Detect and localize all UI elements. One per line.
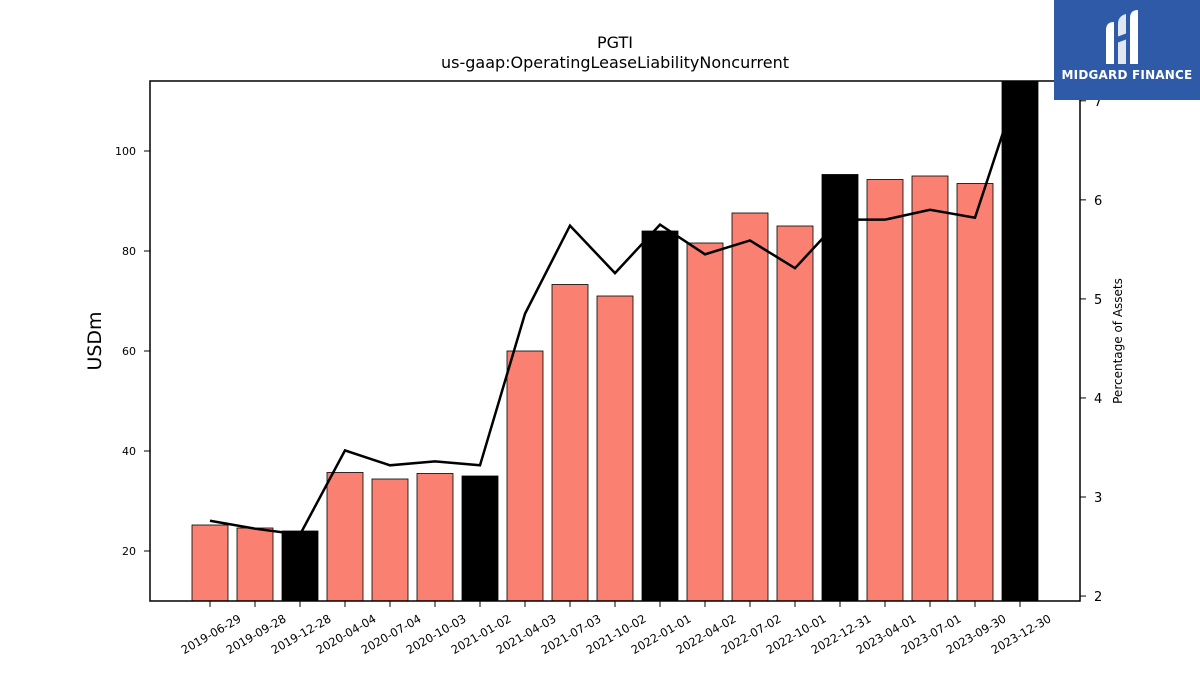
y2-tick-label-4: 4 bbox=[1094, 392, 1102, 407]
bar-2021-10-02 bbox=[596, 295, 634, 602]
y2-axis-label: Percentage of Assets bbox=[1111, 278, 1125, 404]
y-axis-right: 2 3 4 5 6 7 bbox=[1080, 95, 1102, 605]
bar-2020-10-03 bbox=[416, 473, 454, 602]
bar-2020-04-04 bbox=[326, 472, 364, 602]
y-axis-label: USDm bbox=[84, 311, 106, 370]
line-group bbox=[209, 80, 1022, 536]
bar-2019-06-29 bbox=[191, 524, 229, 602]
bar-2023-04-01 bbox=[866, 179, 904, 602]
logo-text: MIDGARD FINANCE bbox=[1061, 68, 1193, 82]
x-axis: 2019-06-292019-09-282019-12-282020-04-04… bbox=[179, 601, 1054, 657]
y-tick-label-80: 80 bbox=[122, 245, 136, 258]
chart-subtitle: us-gaap:OperatingLeaseLiabilityNoncurren… bbox=[441, 53, 789, 72]
y2-tick-label-2: 2 bbox=[1094, 590, 1102, 605]
bar-2019-12-28 bbox=[281, 530, 319, 602]
logo-mark-icon bbox=[1106, 10, 1138, 64]
bar-2023-09-30 bbox=[956, 183, 994, 602]
bar-2022-07-02 bbox=[731, 212, 769, 602]
bar-2023-07-01 bbox=[911, 175, 949, 602]
line-percentage-of-assets bbox=[209, 80, 1022, 536]
bar-2020-07-04 bbox=[371, 478, 409, 602]
bar-2023-12-30 bbox=[1001, 80, 1039, 602]
bar-2021-07-03 bbox=[551, 284, 589, 602]
y-tick-label-60: 60 bbox=[122, 345, 136, 358]
bar-2022-04-02 bbox=[686, 242, 724, 602]
y-tick-label-20: 20 bbox=[122, 545, 136, 558]
y2-tick-label-5: 5 bbox=[1094, 293, 1102, 308]
bar-2022-12-31 bbox=[821, 174, 859, 602]
bar-2021-04-03 bbox=[506, 350, 544, 602]
bars-group bbox=[191, 80, 1039, 602]
y2-tick-label-7: 7 bbox=[1094, 95, 1102, 110]
y-axis-left: 20 40 60 80 100 bbox=[115, 145, 150, 558]
y2-tick-label-6: 6 bbox=[1094, 194, 1102, 209]
chart-title: PGTI bbox=[597, 33, 633, 52]
logo: MIDGARD FINANCE bbox=[1054, 0, 1200, 100]
bar-2022-01-01 bbox=[641, 230, 679, 602]
y-tick-label-40: 40 bbox=[122, 445, 136, 458]
y2-tick-label-3: 3 bbox=[1094, 491, 1102, 506]
bar-2022-10-01 bbox=[776, 225, 814, 602]
bar-2019-09-28 bbox=[236, 527, 274, 602]
y-tick-label-100: 100 bbox=[115, 145, 136, 158]
bar-2021-01-02 bbox=[461, 475, 499, 602]
